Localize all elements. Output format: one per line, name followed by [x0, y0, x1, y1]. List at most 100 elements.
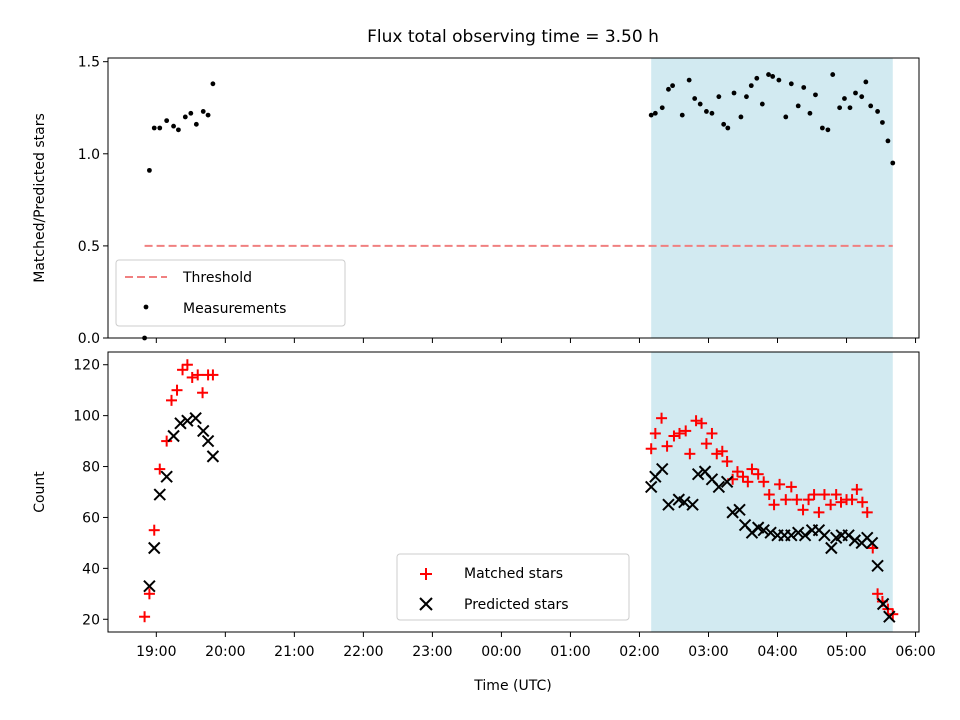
predicted-star-point	[153, 488, 166, 501]
measurement-point	[847, 105, 853, 111]
matched-star-point	[791, 494, 803, 506]
matched-star-point	[872, 588, 884, 600]
measurement-point	[731, 90, 737, 96]
count-x-axis: 19:00 20:00 21:00 22:00 23:00 00:00 01:00 02:00…	[136, 632, 936, 660]
matched-star-point	[143, 588, 155, 600]
measurement-point	[200, 109, 206, 114]
matched-star-point	[818, 489, 830, 501]
measurement-point	[659, 105, 665, 111]
predicted-star-point	[764, 526, 777, 539]
ratio-series	[142, 72, 896, 341]
measurement-point	[692, 96, 698, 101]
predicted-star-point	[757, 523, 770, 537]
predicted-star-point	[691, 467, 705, 481]
measurement-point	[744, 94, 749, 100]
x-tick-label: 02:00	[619, 644, 659, 660]
predicted-legend-swatch	[419, 597, 433, 611]
observing-window-span	[651, 58, 893, 338]
matched-star-point	[192, 369, 204, 381]
predicted-star-point	[189, 411, 202, 425]
measurement-point	[205, 112, 211, 118]
matched-star-point	[785, 481, 797, 493]
matched-star-point	[690, 415, 702, 427]
matched-star-point	[716, 445, 728, 457]
ratio-y-axis-label: Matched/Predicted stars	[32, 113, 48, 283]
x-tick-label: 00:00	[481, 644, 521, 660]
measurement-point	[859, 94, 865, 100]
y-tick-label: 1.5	[78, 55, 100, 71]
matched-star-point	[706, 427, 718, 439]
predicted-star-point	[865, 536, 879, 550]
x-tick-label: 06:00	[895, 644, 935, 660]
measurement-point	[157, 125, 163, 131]
predicted-star-point	[792, 526, 805, 539]
y-tick-label: 0.5	[78, 239, 100, 255]
predicted-star-point	[181, 414, 194, 427]
predicted-star-point	[167, 429, 180, 443]
x-tick-label: 01:00	[550, 644, 590, 660]
matched-star-point	[154, 463, 166, 475]
matched-star-point	[763, 489, 775, 501]
measurement-point	[776, 77, 782, 83]
measurement-point	[801, 85, 807, 90]
count-series	[139, 359, 899, 623]
y-tick-label: 60	[82, 510, 100, 526]
measurement-point	[176, 127, 181, 133]
matched-star-point	[696, 417, 708, 429]
measurement-point	[783, 114, 789, 120]
measurement-point	[182, 114, 188, 120]
threshold-legend-label: Threshold	[182, 270, 252, 286]
predicted-star-point	[197, 424, 210, 438]
measurement-point	[766, 72, 771, 77]
measurement-point	[830, 72, 836, 77]
predicted-star-point	[686, 498, 699, 511]
matched-star-point	[656, 412, 668, 424]
predicted-star-point	[206, 450, 220, 463]
measurement-point	[748, 83, 754, 89]
matched-star-point	[742, 476, 754, 488]
measurement-point	[697, 101, 703, 107]
matched-star-point	[673, 427, 685, 439]
measurement-point	[164, 118, 170, 124]
measurement-point	[188, 110, 194, 116]
matched-star-point	[861, 506, 873, 518]
count-legend-box	[396, 553, 630, 621]
predicted-legend-label: Predicted stars	[464, 597, 569, 613]
matched-star-point	[830, 489, 842, 501]
predicted-star-point	[818, 529, 831, 542]
measurement-point	[825, 127, 831, 133]
measurement-point	[193, 121, 199, 127]
predicted-star-point	[726, 506, 739, 519]
measurements-legend-swatch	[143, 304, 149, 310]
matched-star-point	[139, 611, 151, 623]
x-tick-label: 20:00	[205, 644, 245, 660]
measurement-point	[813, 92, 818, 98]
measurement-point	[890, 160, 896, 166]
measurement-point	[795, 103, 801, 109]
measurement-point	[875, 109, 880, 114]
matched-star-point	[737, 471, 749, 483]
matched-star-point	[835, 496, 847, 508]
matched-star-point	[680, 425, 692, 437]
matched-star-point	[856, 496, 868, 508]
x-tick-label: 19:00	[136, 644, 176, 660]
predicted-star-point	[871, 559, 884, 573]
x-tick-label: 23:00	[412, 644, 452, 660]
measurement-point	[885, 138, 891, 144]
x-tick-label: 05:00	[826, 644, 866, 660]
predicted-star-point	[798, 529, 812, 542]
matched-star-point	[181, 359, 193, 371]
y-tick-label: 20	[82, 612, 100, 628]
matched-star-point	[700, 438, 712, 450]
matched-star-point	[186, 371, 198, 383]
measurement-point	[788, 81, 794, 87]
measurement-point	[210, 81, 216, 87]
measurement-point	[770, 74, 776, 79]
matched-star-point	[731, 466, 743, 478]
matched-star-point	[148, 524, 160, 536]
matched-legend-swatch	[420, 568, 432, 580]
matched-star-point	[813, 506, 825, 518]
measurement-point	[853, 90, 858, 96]
measurement-point	[171, 123, 176, 129]
